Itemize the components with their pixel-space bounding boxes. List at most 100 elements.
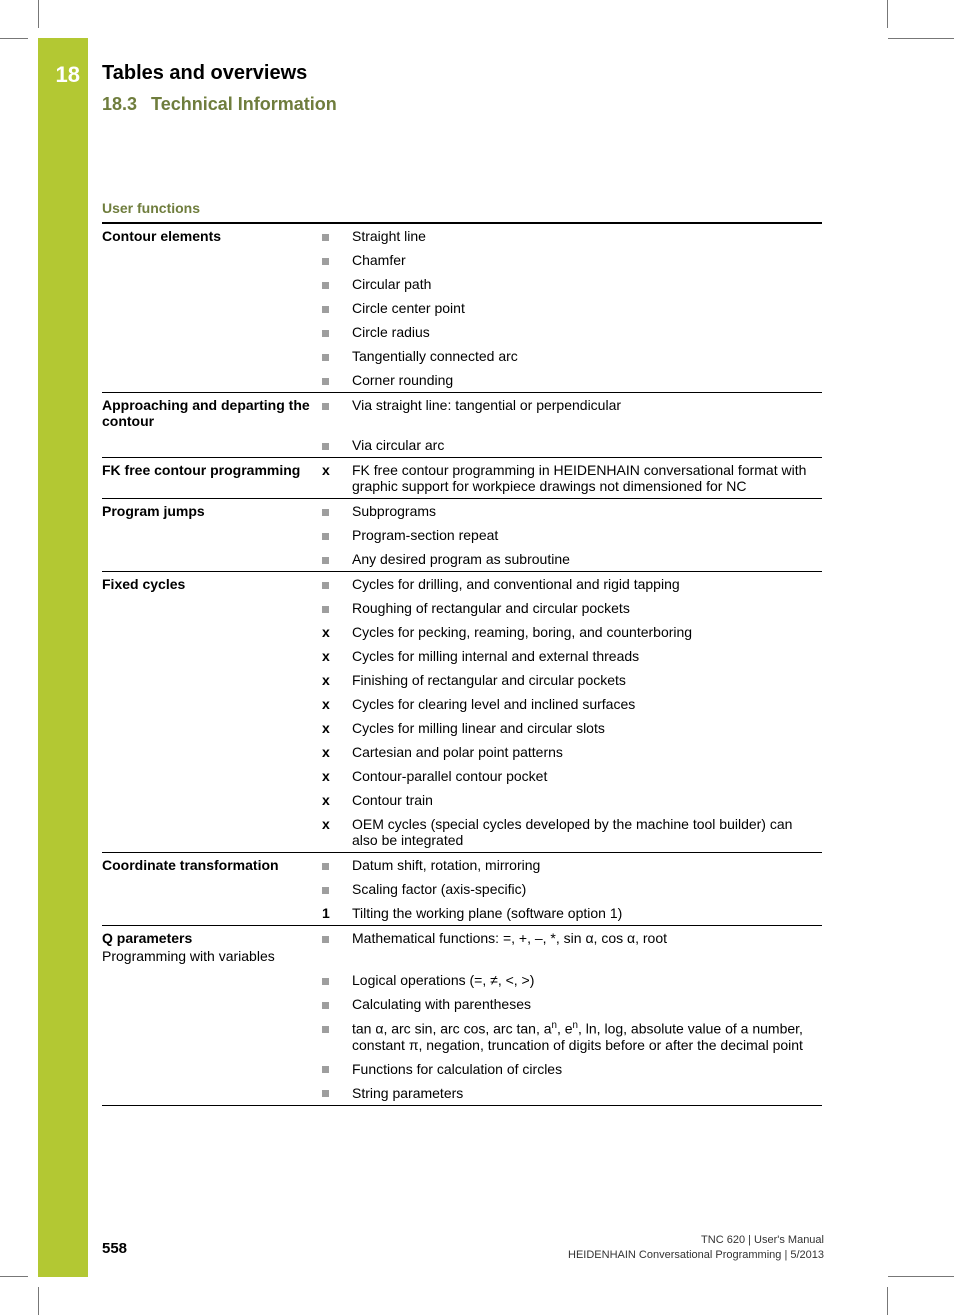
mark-cell: x xyxy=(322,716,352,740)
table-row: Functions for calculation of circles xyxy=(102,1057,822,1081)
description-cell: Functions for calculation of circles xyxy=(352,1057,822,1081)
mark-cell xyxy=(322,272,352,296)
section-name: Technical Information xyxy=(151,94,337,114)
mark-cell xyxy=(322,248,352,272)
description-cell: Chamfer xyxy=(352,248,822,272)
mark-cell: x xyxy=(322,764,352,788)
mark-cell: x xyxy=(322,692,352,716)
category-cell xyxy=(102,668,322,692)
mark-cell xyxy=(322,223,352,248)
mark-cell: x xyxy=(322,788,352,812)
crop-mark xyxy=(887,0,888,28)
footer-line-1: TNC 620 | User's Manual xyxy=(568,1233,824,1248)
table-row: xCycles for clearing level and inclined … xyxy=(102,692,822,716)
table-row: Any desired program as subroutine xyxy=(102,547,822,572)
description-cell: tan α, arc sin, arc cos, arc tan, an, en… xyxy=(352,1016,822,1057)
category-cell xyxy=(102,344,322,368)
category-cell xyxy=(102,620,322,644)
description-cell: Tangentially connected arc xyxy=(352,344,822,368)
mark-cell xyxy=(322,1081,352,1106)
table-row: Contour elementsStraight line xyxy=(102,223,822,248)
category-cell xyxy=(102,296,322,320)
table-row: Chamfer xyxy=(102,248,822,272)
category-cell xyxy=(102,1081,322,1106)
mark-cell xyxy=(322,499,352,524)
table-row: String parameters xyxy=(102,1081,822,1106)
crop-mark xyxy=(888,38,954,39)
table-row: Approaching and departing the contourVia… xyxy=(102,393,822,434)
description-cell: Program-section repeat xyxy=(352,523,822,547)
table-row: xCycles for milling internal and externa… xyxy=(102,644,822,668)
section-number: 18.3 xyxy=(102,94,137,114)
table-row: Program jumps Subprograms xyxy=(102,499,822,524)
category-cell xyxy=(102,1016,322,1057)
category-cell xyxy=(102,968,322,992)
section-title: 18.3 Technical Information xyxy=(102,94,337,115)
mark-cell xyxy=(322,344,352,368)
category-cell: Contour elements xyxy=(102,223,322,248)
mark-cell xyxy=(322,1016,352,1057)
description-cell: Cartesian and polar point patterns xyxy=(352,740,822,764)
category-cell xyxy=(102,992,322,1016)
description-cell: Subprograms xyxy=(352,499,822,524)
table-row: Calculating with parentheses xyxy=(102,992,822,1016)
crop-mark xyxy=(888,1276,954,1277)
description-cell: Finishing of rectangular and circular po… xyxy=(352,668,822,692)
category-cell xyxy=(102,547,322,572)
category-cell: Program jumps xyxy=(102,499,322,524)
table-row: Roughing of rectangular and circular poc… xyxy=(102,596,822,620)
description-cell: Contour-parallel contour pocket xyxy=(352,764,822,788)
description-cell: Cycles for drilling, and conventional an… xyxy=(352,572,822,597)
mark-cell: x xyxy=(322,644,352,668)
category-cell xyxy=(102,596,322,620)
table-row: xOEM cycles (special cycles developed by… xyxy=(102,812,822,853)
category-cell xyxy=(102,901,322,926)
mark-cell: x xyxy=(322,668,352,692)
mark-cell: x xyxy=(322,812,352,853)
description-cell: Mathematical functions: =, +, –, *, sin … xyxy=(352,926,822,969)
description-cell: Contour train xyxy=(352,788,822,812)
description-cell: OEM cycles (special cycles developed by … xyxy=(352,812,822,853)
table-row: Via circular arc xyxy=(102,433,822,458)
mark-cell xyxy=(322,393,352,434)
table-row: Tangentially connected arc xyxy=(102,344,822,368)
mark-cell: x xyxy=(322,458,352,499)
description-cell: Calculating with parentheses xyxy=(352,992,822,1016)
chapter-title: Tables and overviews xyxy=(102,62,307,85)
table-row: Coordinate transformation Datum shift, ro… xyxy=(102,853,822,878)
category-cell xyxy=(102,877,322,901)
table-row: Corner rounding xyxy=(102,368,822,393)
description-cell: Circle center point xyxy=(352,296,822,320)
description-cell: Via circular arc xyxy=(352,433,822,458)
description-cell: Roughing of rectangular and circular poc… xyxy=(352,596,822,620)
category-cell: Coordinate transformation xyxy=(102,853,322,878)
description-cell: Corner rounding xyxy=(352,368,822,393)
rule-cell xyxy=(322,1105,352,1106)
category-cell: FK free contour programming xyxy=(102,458,322,499)
category-cell: Q parametersProgramming with variables xyxy=(102,926,322,969)
description-cell: Circle radius xyxy=(352,320,822,344)
content-area: User functions Contour elementsStraight … xyxy=(102,200,822,1106)
category-cell xyxy=(102,740,322,764)
description-cell: String parameters xyxy=(352,1081,822,1106)
mark-cell xyxy=(322,523,352,547)
description-cell: Scaling factor (axis-specific) xyxy=(352,877,822,901)
table-row: xCycles for milling linear and circular … xyxy=(102,716,822,740)
mark-cell xyxy=(322,1057,352,1081)
description-cell: Datum shift, rotation, mirroring xyxy=(352,853,822,878)
table-row: Q parametersProgramming with variables Ma… xyxy=(102,926,822,969)
category-cell xyxy=(102,716,322,740)
category-cell xyxy=(102,692,322,716)
category-cell xyxy=(102,1057,322,1081)
description-cell: Circular path xyxy=(352,272,822,296)
table-row: 1Tilting the working plane (software opt… xyxy=(102,901,822,926)
table-row xyxy=(102,1105,822,1106)
category-cell xyxy=(102,764,322,788)
chapter-number: 18 xyxy=(38,62,88,88)
rule-cell xyxy=(102,1105,322,1106)
table-row: FK free contour programmingxFK free cont… xyxy=(102,458,822,499)
description-cell: FK free contour programming in HEIDENHAI… xyxy=(352,458,822,499)
mark-cell xyxy=(322,968,352,992)
table-row: Circle center point xyxy=(102,296,822,320)
features-table: Contour elementsStraight lineChamferCirc… xyxy=(102,222,822,1106)
